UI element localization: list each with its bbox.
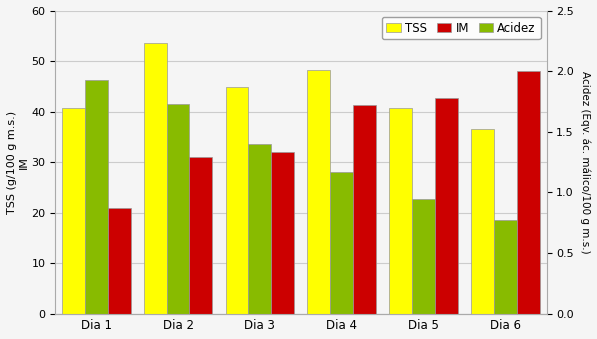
Bar [85, 80, 107, 314]
Bar [189, 157, 213, 314]
Bar [389, 108, 412, 314]
Bar [494, 220, 517, 314]
Bar [307, 70, 330, 314]
Bar [412, 199, 435, 314]
Y-axis label: TSS (g/100 g m.s.)
IM: TSS (g/100 g m.s.) IM [7, 111, 29, 214]
Bar [144, 43, 167, 314]
Bar [61, 108, 85, 314]
Bar [435, 98, 458, 314]
Legend: TSS, IM, Acidez: TSS, IM, Acidez [381, 17, 541, 39]
Bar [330, 172, 353, 314]
Bar [167, 104, 189, 314]
Bar [226, 86, 248, 314]
Bar [107, 207, 131, 314]
Bar [471, 129, 494, 314]
Bar [353, 105, 376, 314]
Bar [517, 72, 540, 314]
Y-axis label: Acidez (Eqv. ác. málico/100 g m.s.): Acidez (Eqv. ác. málico/100 g m.s.) [580, 71, 590, 254]
Bar [272, 152, 294, 314]
Bar [248, 144, 272, 314]
